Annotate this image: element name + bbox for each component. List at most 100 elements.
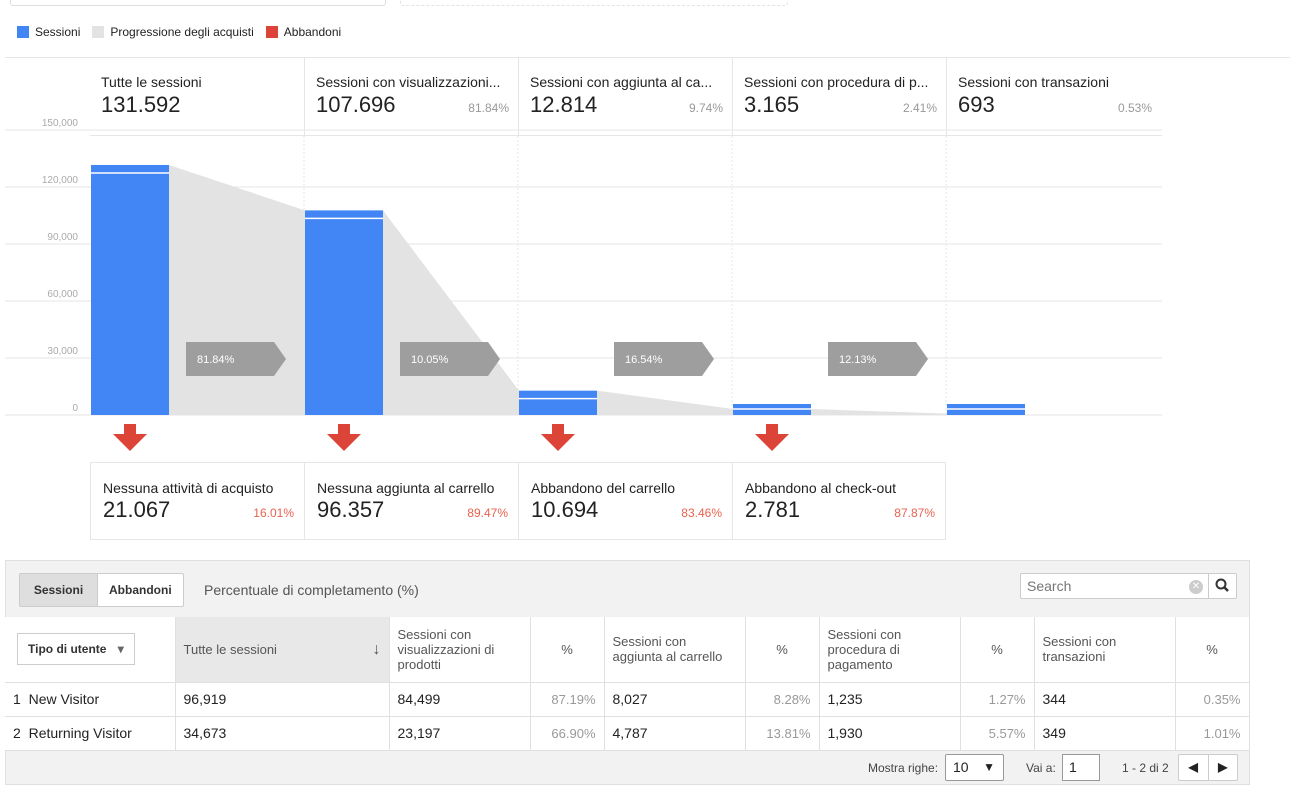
row-name-link[interactable]: New Visitor <box>28 691 100 707</box>
abandon-pct: 83.46% <box>681 506 722 520</box>
abandon-label: Nessuna attività di acquisto <box>103 480 274 496</box>
table-footer: Mostra righe: 10 ▼ Vai a: 1 1 - 2 di 2 ◀ … <box>5 752 1250 785</box>
clear-icon[interactable]: ✕ <box>1189 580 1203 594</box>
cell: 4,787 <box>604 716 746 751</box>
sort-arrow-icon: ↓ <box>372 640 381 658</box>
abandon-label: Abbandono al check-out <box>745 480 896 496</box>
cell: 34,673 <box>175 716 390 751</box>
col-add-to-cart[interactable]: Sessioni con aggiunta al carrello <box>604 617 746 683</box>
user-type-dropdown[interactable]: Tipo di utente ▾ <box>17 633 135 666</box>
step-pct: 0.53% <box>1117 101 1152 115</box>
rows-select[interactable]: 10 ▼ <box>945 754 1004 781</box>
sessions-tab[interactable]: Sessioni <box>20 574 98 606</box>
user-type-header: Tipo di utente ▾ <box>5 617 176 683</box>
cell: 8,027 <box>604 682 746 717</box>
col-pct-1[interactable]: % <box>530 617 605 683</box>
search-box: ✕ <box>1020 573 1237 599</box>
abandon-value: 21.067 <box>103 497 171 522</box>
page-input[interactable]: 1 <box>1062 754 1100 781</box>
cell: 87.19% <box>530 682 605 717</box>
step-value: 12.814 <box>530 92 598 117</box>
abandon-pct: 16.01% <box>253 506 294 520</box>
col-product-views[interactable]: Sessioni con visualizzazioni di prodotti <box>389 617 531 683</box>
abandon-arrow-icon <box>113 424 147 451</box>
progression-pct: 10.05% <box>411 354 449 366</box>
legend: Sessioni Progressione degli acquisti Abb… <box>17 25 353 39</box>
cell: 5.57% <box>960 716 1035 751</box>
step-label: Sessioni con procedura di p... <box>744 74 929 90</box>
cell: 349 <box>1034 716 1176 751</box>
step-pct: 81.84% <box>468 101 509 115</box>
col-pct-3[interactable]: % <box>960 617 1035 683</box>
search-icon[interactable] <box>1208 574 1236 598</box>
segment-box[interactable] <box>10 0 386 6</box>
col-checkout[interactable]: Sessioni con procedura di pagamento <box>819 617 961 683</box>
progression-area <box>169 164 305 415</box>
cell: 23,197 <box>389 716 531 751</box>
abandon-label: Nessuna aggiunta al carrello <box>317 480 495 496</box>
y-tick-label: 60,000 <box>47 289 78 300</box>
cell: 0.35% <box>1175 682 1250 717</box>
step-value: 3.165 <box>744 92 800 117</box>
abandon-step[interactable]: Abbandono al check-out 2.781 87.87% <box>732 462 946 540</box>
row-name-link[interactable]: Returning Visitor <box>28 725 132 741</box>
session-bar <box>305 210 383 415</box>
prev-page-button[interactable]: ◀ <box>1179 755 1209 780</box>
abandon-pct: 87.87% <box>894 506 935 520</box>
abandon-step[interactable]: Abbandono del carrello 10.694 83.46% <box>518 462 732 540</box>
step-label: Sessioni con aggiunta al ca... <box>530 74 713 90</box>
abandon-value: 2.781 <box>745 497 801 522</box>
funnel-step[interactable]: Tutte le sessioni 131.592 <box>90 58 305 136</box>
cell: 1,930 <box>819 716 961 751</box>
step-value: 693 <box>958 92 995 117</box>
funnel-step[interactable]: Sessioni con transazioni 693 0.53% <box>946 58 1162 136</box>
view-toggle: Sessioni Abbandoni <box>19 573 184 607</box>
progression-arrow <box>400 342 500 376</box>
col-transactions[interactable]: Sessioni con transazioni <box>1034 617 1176 683</box>
abandon-arrow-icon <box>541 424 575 451</box>
abandons-tab[interactable]: Abbandoni <box>98 574 183 606</box>
legend-item-sessions: Sessioni <box>17 25 80 39</box>
abandon-value: 96.357 <box>317 497 385 522</box>
row-label: 2 Returning Visitor <box>5 716 176 751</box>
cell: 96,919 <box>175 682 390 717</box>
y-tick-label: 30,000 <box>47 346 78 357</box>
add-segment-box[interactable] <box>400 0 788 6</box>
funnel-step[interactable]: Sessioni con aggiunta al ca... 12.814 9.74… <box>518 58 733 136</box>
progression-arrow <box>828 342 928 376</box>
progression-arrow <box>614 342 714 376</box>
y-tick-label: 90,000 <box>47 232 78 243</box>
progression-pct: 81.84% <box>197 354 235 366</box>
abandon-step[interactable]: Nessuna aggiunta al carrello 96.357 89.47% <box>304 462 518 540</box>
funnel-step[interactable]: Sessioni con procedura di p... 3.165 2.41% <box>732 58 947 136</box>
progression-area <box>383 210 519 415</box>
abandon-label: Abbandono del carrello <box>531 480 675 496</box>
row-label: 1 New Visitor <box>5 682 176 717</box>
cell: 13.81% <box>745 716 820 751</box>
abandon-step[interactable]: Nessuna attività di acquisto 21.067 16.01% <box>90 462 304 540</box>
cell: 1.01% <box>1175 716 1250 751</box>
search-input[interactable] <box>1021 574 1181 598</box>
step-label: Sessioni con visualizzazioni... <box>316 74 501 90</box>
col-pct-4[interactable]: % <box>1175 617 1250 683</box>
col-pct-2[interactable]: % <box>745 617 820 683</box>
funnel-step[interactable]: Sessioni con visualizzazioni... 107.696 81… <box>304 58 519 136</box>
col-all-sessions[interactable]: Tutte le sessioni ↓ <box>175 617 390 683</box>
abandon-pct: 89.47% <box>467 506 508 520</box>
progression-area <box>597 390 733 415</box>
progression-arrow <box>186 342 286 376</box>
step-value: 107.696 <box>316 92 396 117</box>
step-pct: 9.74% <box>688 101 723 115</box>
progression-pct: 12.13% <box>839 354 877 366</box>
table-row: 2 Returning Visitor 34,673 23,197 66.90%… <box>5 716 1250 751</box>
goto-label: Vai a: <box>1026 761 1056 775</box>
abandon-arrow-icon <box>755 424 789 451</box>
show-rows-label: Mostra righe: <box>868 761 939 775</box>
abandon-value: 10.694 <box>531 497 599 522</box>
cell: 1.27% <box>960 682 1035 717</box>
cell: 84,499 <box>389 682 531 717</box>
completion-percent-link[interactable]: Percentuale di completamento (%) <box>204 582 419 598</box>
step-label: Sessioni con transazioni <box>958 74 1109 90</box>
next-page-button[interactable]: ▶ <box>1218 760 1228 774</box>
step-pct: 2.41% <box>902 101 937 115</box>
